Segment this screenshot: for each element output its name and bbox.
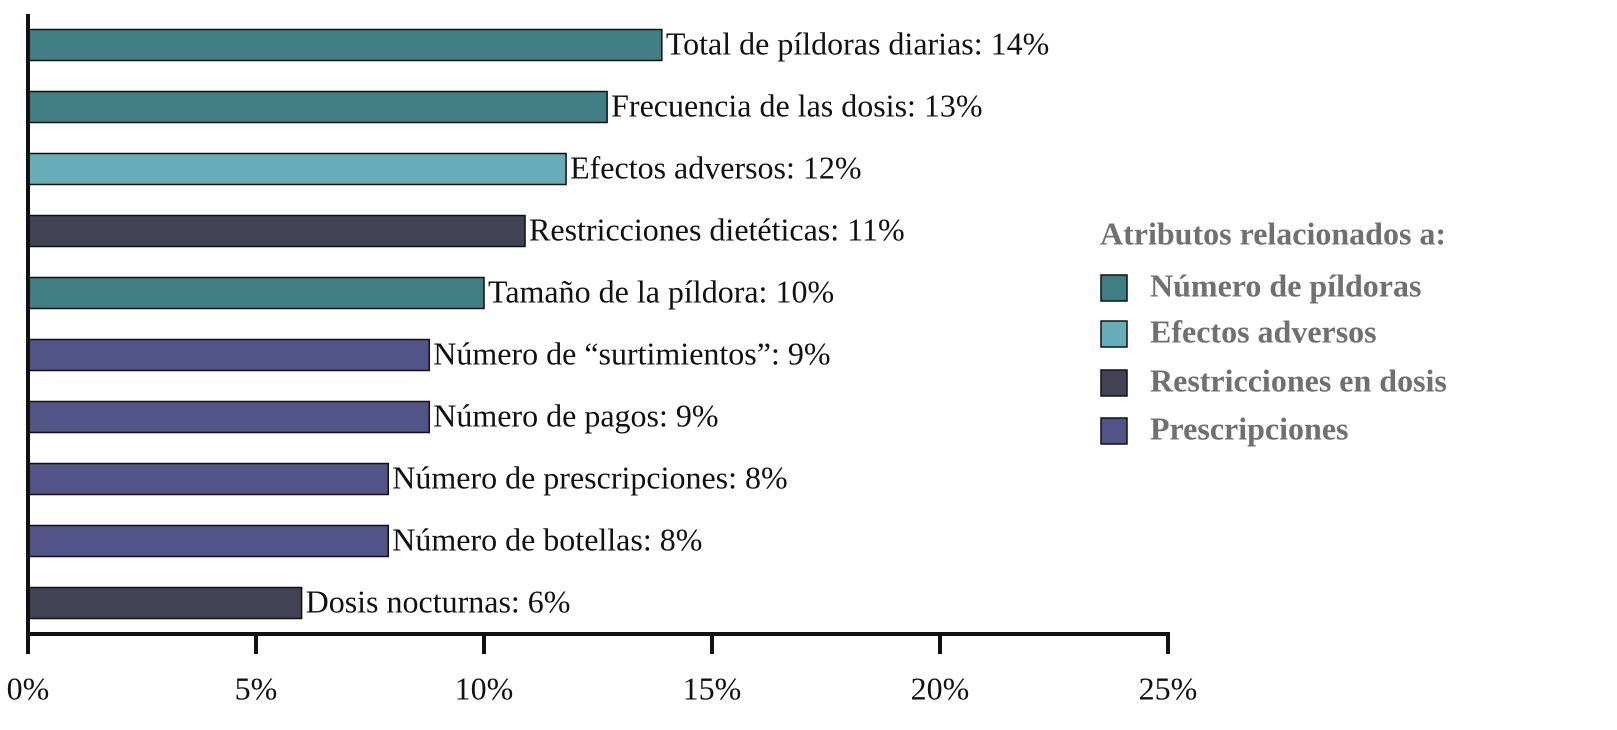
bar [27, 524, 389, 558]
x-tick-label: 10% [455, 670, 514, 706]
bar [27, 152, 567, 186]
data-label: Total de píldoras diarias: 14% [666, 25, 1049, 61]
x-tick-label: 20% [911, 670, 970, 706]
bar [27, 28, 663, 62]
bar [27, 400, 431, 434]
data-label: Número de “surtimientos”: 9% [433, 335, 830, 371]
legend-label: Prescripciones [1150, 410, 1348, 446]
x-tick-label: 25% [1139, 670, 1198, 706]
data-label: Efectos adversos: 12% [570, 149, 861, 185]
legend-swatch [1100, 274, 1128, 302]
data-label: Tamaño de la píldora: 10% [488, 273, 834, 309]
bar [27, 276, 485, 310]
legend-label: Efectos adversos [1150, 313, 1377, 349]
legend-title: Atributos relacionados a: [1100, 215, 1446, 251]
data-label: Frecuencia de las dosis: 13% [611, 87, 982, 123]
legend-label: Número de píldoras [1150, 267, 1421, 303]
x-tick-label: 5% [235, 670, 278, 706]
data-label: Número de botellas: 8% [392, 521, 702, 557]
legend-swatch [1100, 369, 1128, 397]
data-label: Número de pagos: 9% [433, 397, 718, 433]
legend-swatch [1100, 417, 1128, 445]
legend-swatch [1100, 320, 1128, 348]
x-tick-label: 0% [7, 670, 50, 706]
data-label: Número de prescripciones: 8% [392, 459, 787, 495]
bar [27, 214, 526, 248]
bar [27, 90, 608, 124]
bar [27, 462, 389, 496]
bar [27, 338, 431, 372]
data-label: Restricciones dietéticas: 11% [529, 211, 905, 247]
x-tick-label: 15% [683, 670, 742, 706]
data-label: Dosis nocturnas: 6% [306, 583, 571, 619]
bar [27, 586, 303, 620]
legend-label: Restricciones en dosis [1150, 362, 1447, 398]
